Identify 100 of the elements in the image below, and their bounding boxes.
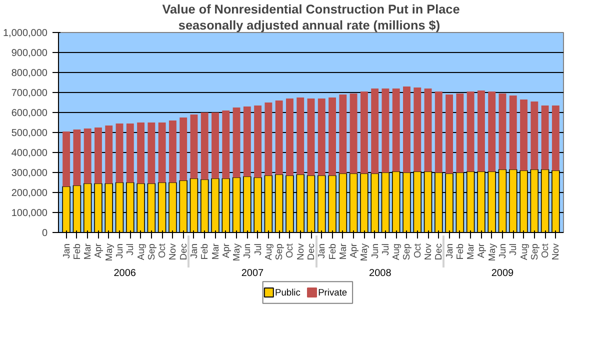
text: 2007 <box>241 268 264 280</box>
bar <box>552 106 560 170</box>
bar <box>509 96 517 170</box>
x-tick-label: Sep <box>274 243 284 260</box>
text: 2006 <box>114 268 136 280</box>
x-tick-label: Aug <box>263 243 274 260</box>
y-tick-label: 800,000 <box>11 68 48 79</box>
bar <box>232 108 240 178</box>
x-tick-label: Sep <box>529 243 540 260</box>
bar <box>190 114 198 178</box>
x-tick-label: Nov <box>423 243 434 260</box>
x-tick-label: Oct <box>157 243 168 258</box>
bar <box>212 112 219 178</box>
legend-label: Private <box>318 288 348 298</box>
x-tick-label: May <box>104 243 114 262</box>
x-tick-label: Nov <box>168 243 178 260</box>
bar <box>168 120 176 182</box>
bar <box>137 122 145 184</box>
bar <box>84 128 92 184</box>
x-tick-label: Feb <box>200 243 210 260</box>
x-tick-label: Apr <box>93 243 104 258</box>
x-tick-label: May <box>359 243 370 262</box>
bar <box>403 86 410 172</box>
y-tick-label: 500,000 <box>11 128 48 139</box>
x-tick-label: Feb <box>327 243 338 260</box>
bar <box>307 98 315 176</box>
bar <box>73 130 81 186</box>
y-tick-label: 0 <box>42 228 48 239</box>
x-tick-label: Jun <box>242 243 252 259</box>
x-tick-label: Jul <box>508 243 518 256</box>
y-tick-label: 700,000 <box>11 88 48 99</box>
y-tick-label: 600,000 <box>11 108 48 119</box>
x-tick-label: Jun <box>114 243 125 259</box>
bar <box>446 94 454 174</box>
bar <box>382 88 390 172</box>
x-tick-label: May <box>486 243 497 262</box>
x-tick-label: Oct <box>412 243 422 258</box>
bar <box>434 92 442 172</box>
bar <box>541 106 549 170</box>
x-tick-label: Dec <box>178 243 188 260</box>
bar <box>264 102 272 176</box>
y-tick-label: 200,000 <box>11 188 48 199</box>
x-tick-label: Dec <box>306 243 316 260</box>
bar <box>126 124 134 182</box>
x-tick-label: Mar <box>466 243 476 260</box>
x-tick-label: Dec <box>434 243 444 260</box>
x-tick-label: Nov <box>295 243 306 260</box>
text: 2008 <box>369 268 392 280</box>
y-tick-label: 100,000 <box>11 208 48 219</box>
chart-title: Value of Nonresidential Construction Put in Place <box>162 2 460 16</box>
x-tick-label: Jan <box>316 243 327 259</box>
bar <box>254 106 262 178</box>
bar <box>520 100 528 170</box>
x-tick-label: Mar <box>338 243 348 260</box>
bar <box>328 98 336 176</box>
bar <box>498 94 506 170</box>
text: 2009 <box>491 268 514 280</box>
bar <box>339 94 347 174</box>
x-tick-label: Jun <box>497 243 508 259</box>
bar <box>222 110 230 178</box>
x-tick-label: Nov <box>550 243 561 260</box>
bar <box>350 94 358 174</box>
x-tick-label: Feb <box>454 243 465 260</box>
bar <box>180 118 188 180</box>
x-tick-label: Sep <box>146 243 156 260</box>
legend-label: Public <box>274 288 301 298</box>
x-tick-label: Jan <box>444 243 454 259</box>
x-tick-label: Aug <box>391 243 402 260</box>
x-tick-label: Oct <box>540 243 550 258</box>
x-tick-label: Feb <box>72 243 82 260</box>
bar <box>286 98 294 176</box>
bar <box>296 98 304 174</box>
bar <box>94 128 102 184</box>
bar <box>243 106 251 176</box>
x-tick-label: Mar <box>210 243 220 260</box>
x-tick-label: Oct <box>284 243 295 258</box>
x-tick-label: Jul <box>252 243 263 256</box>
bar <box>424 88 432 172</box>
x-tick-label: Apr <box>220 243 231 258</box>
bar <box>116 124 124 182</box>
y-tick-label: 1,000,000 <box>3 28 48 39</box>
x-tick-label: Jan <box>188 243 199 259</box>
bar <box>456 94 464 172</box>
y-tick-label: 900,000 <box>11 48 48 59</box>
bar <box>105 126 113 184</box>
bar <box>466 92 474 172</box>
bar <box>414 88 422 172</box>
x-tick-label: Mar <box>82 243 93 260</box>
x-tick-label: Sep <box>402 243 412 260</box>
y-tick-label: 400,000 <box>11 148 48 159</box>
x-tick-label: Aug <box>518 243 529 260</box>
x-tick-label: Jun <box>370 243 380 259</box>
bar <box>392 88 400 172</box>
x-tick-label: Jul <box>380 243 390 256</box>
x-tick-label: Jan <box>61 243 72 259</box>
bar <box>530 102 538 170</box>
bar <box>200 112 208 180</box>
x-tick-label: Jul <box>125 243 136 256</box>
bar <box>62 132 70 186</box>
bar <box>158 122 166 182</box>
